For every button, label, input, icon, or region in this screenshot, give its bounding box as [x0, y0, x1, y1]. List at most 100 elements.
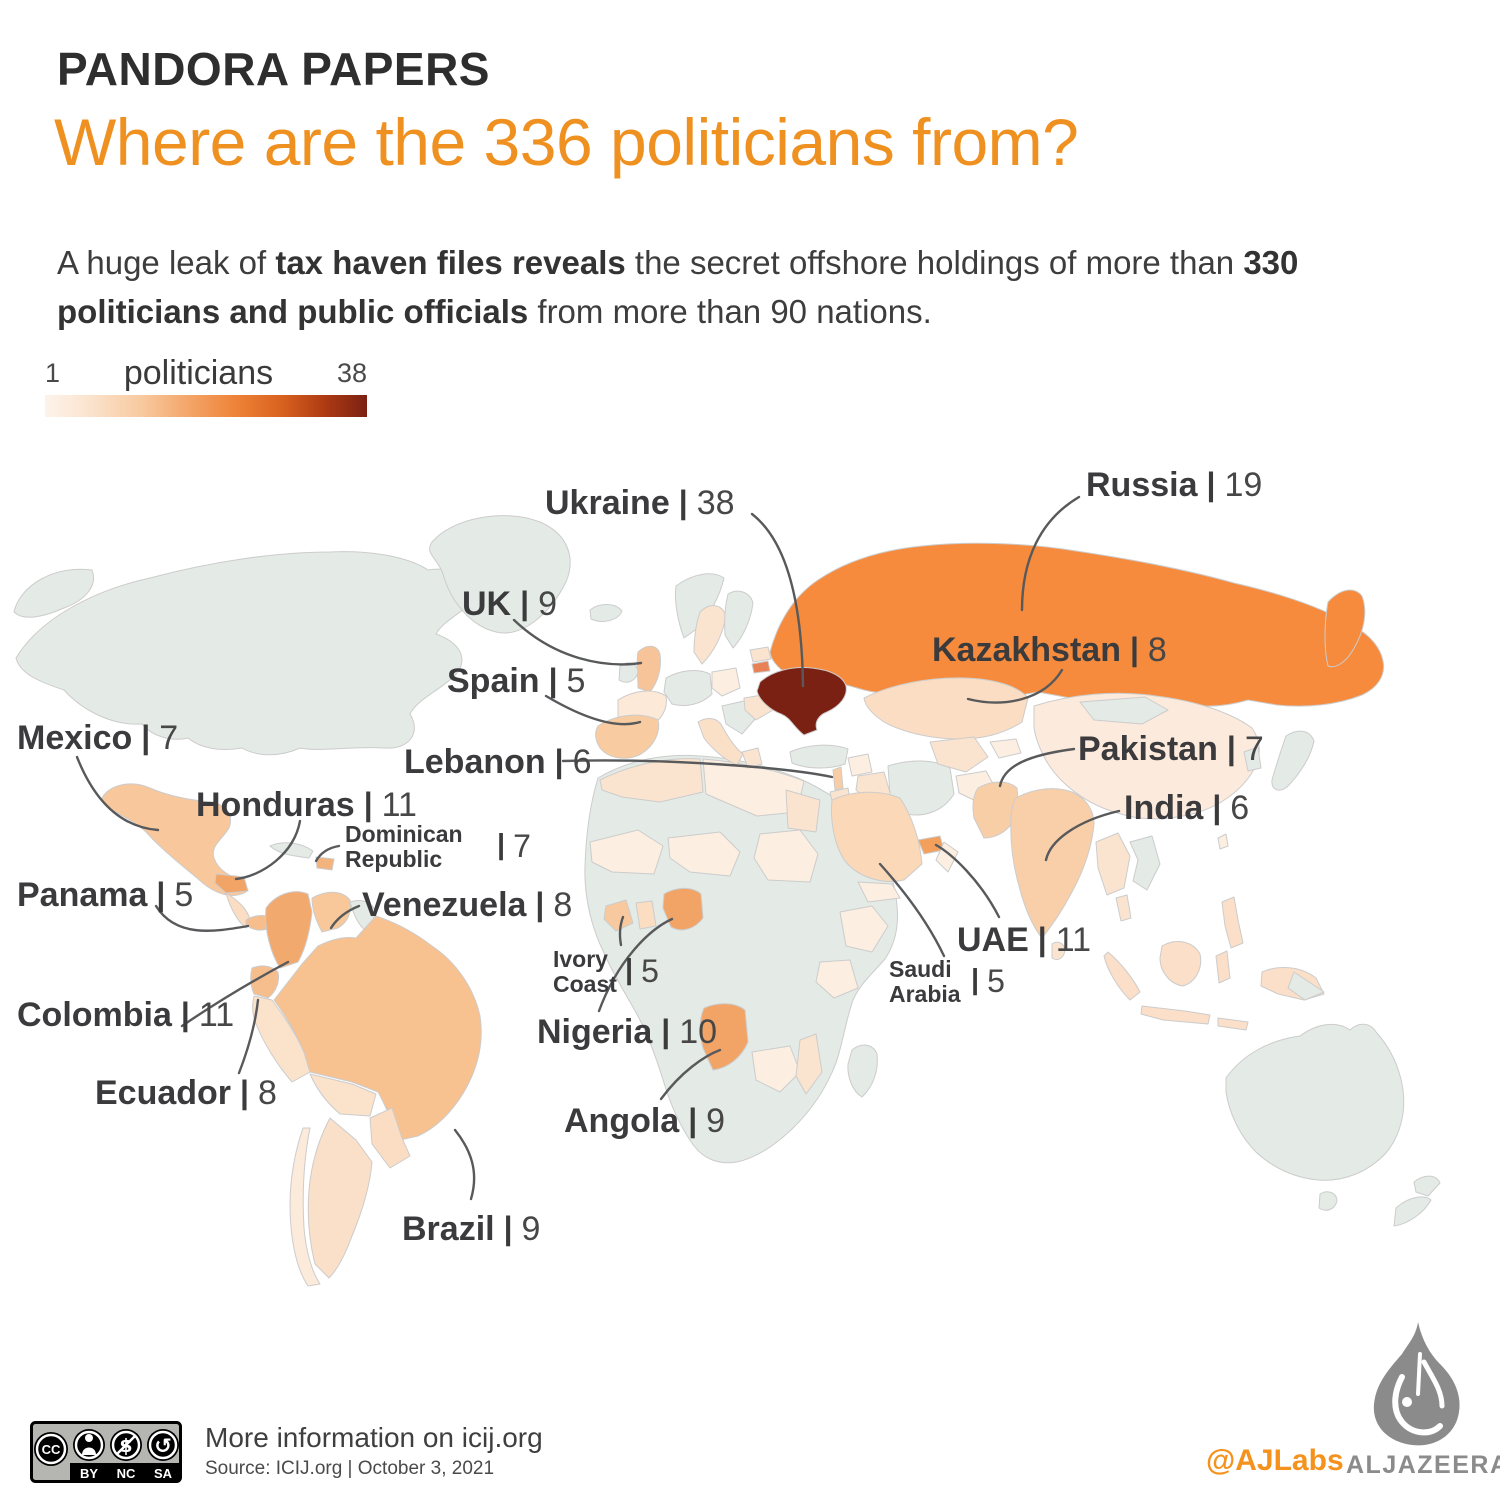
country-name: UK — [462, 585, 512, 623]
country-label-ecuador: Ecuador | 8 — [95, 1074, 277, 1113]
map-region-java — [1140, 1005, 1211, 1025]
country-name: UAE — [957, 921, 1029, 959]
map-country-venezuela — [311, 891, 351, 933]
map-region-kamchatka — [1324, 589, 1366, 668]
map-country-philippines — [1221, 896, 1244, 949]
map-region-paraguay-uruguay — [369, 1107, 411, 1169]
callout-india — [1044, 809, 1121, 862]
country-name: Pakistan — [1078, 730, 1218, 768]
separator: | — [1206, 466, 1216, 502]
country-value: 11 — [381, 786, 417, 824]
separator: | — [363, 786, 373, 822]
color-scale-legend: 1 politicians 38 — [45, 350, 367, 417]
map-country-japan — [1271, 730, 1315, 791]
callout-honduras — [234, 819, 302, 881]
country-label-angola: Angola | 9 — [564, 1102, 725, 1141]
map-region-alaska — [13, 568, 94, 618]
ajlabs-credit: @AJLabs — [1206, 1444, 1344, 1477]
callout-dominican-republic — [314, 844, 341, 863]
country-value: 9 — [706, 1102, 726, 1140]
map-country-dominican-republic — [315, 856, 335, 871]
map-country-australia — [1225, 1023, 1405, 1181]
separator: | — [180, 996, 190, 1032]
callout-kazakhstan — [966, 668, 1064, 704]
country-value: 8 — [553, 886, 573, 924]
country-label-spain: Spain | 5 — [447, 662, 585, 701]
separator: | — [497, 829, 506, 862]
country-name: Nigeria — [537, 1013, 653, 1051]
country-label-ivory-coast: Ivory Coast | 5 — [553, 947, 659, 997]
country-value: 5 — [641, 953, 659, 990]
map-country-south-korea — [1243, 746, 1262, 772]
callout-uk — [512, 618, 643, 666]
country-value: 5 — [987, 963, 1005, 1000]
country-label-brazil: Brazil | 9 — [402, 1210, 540, 1249]
cc-icon: CC — [34, 1432, 68, 1466]
map-region-niger-chad — [667, 831, 741, 877]
map-country-syria — [847, 753, 873, 777]
map-country-iran — [887, 760, 955, 816]
map-country-lebanon — [832, 766, 844, 791]
map-region-baltics — [749, 646, 772, 663]
map-region-zambia-zimbabwe — [751, 1045, 801, 1093]
country-value: 8 — [258, 1074, 277, 1112]
country-value: 11 — [198, 996, 235, 1034]
country-label-pakistan: Pakistan | 7 — [1078, 730, 1264, 769]
map-country-ivory-coast — [603, 899, 634, 932]
country-name: Angola — [564, 1102, 680, 1140]
country-name: Venezuela — [362, 886, 527, 924]
country-label-colombia: Colombia | 11 — [17, 996, 234, 1035]
country-value: 6 — [1230, 789, 1250, 827]
map-country-poland — [711, 667, 741, 697]
aljazeera-flame-logo-icon — [1373, 1322, 1460, 1446]
callout-mexico — [75, 755, 160, 832]
separator: | — [503, 1210, 513, 1246]
country-value: 8 — [1147, 631, 1167, 669]
country-name: Lebanon — [404, 743, 546, 781]
map-country-argentina — [307, 1117, 373, 1279]
country-name: Kazakhstan — [932, 631, 1121, 669]
map-country-kazakhstan — [863, 677, 1029, 740]
map-country-mexico — [101, 783, 247, 896]
country-name: Dominican Republic — [345, 821, 463, 872]
map-region-new-zealand-north — [1413, 1175, 1441, 1197]
separator: | — [971, 964, 980, 997]
country-value: 38 — [696, 484, 735, 522]
map-country-spain — [595, 714, 660, 759]
map-region-malay-peninsula — [1115, 894, 1132, 922]
map-region-borneo — [1159, 941, 1202, 987]
separator: | — [661, 1013, 671, 1049]
callout-ecuador — [237, 998, 260, 1075]
map-region-sulawesi — [1215, 950, 1231, 984]
map-country-uk — [636, 645, 661, 693]
cc-by-person-icon — [73, 1429, 105, 1461]
country-label-dominican-republic: Dominican Republic | 7 — [345, 822, 531, 872]
separator: | — [688, 1102, 698, 1138]
cc-nc-label: NC — [117, 1466, 136, 1481]
country-label-venezuela: Venezuela | 8 — [362, 886, 572, 925]
separator: | — [240, 1074, 249, 1110]
country-name: Russia — [1086, 466, 1198, 504]
footer-info-link[interactable]: More information on icij.org — [205, 1422, 543, 1453]
separator: | — [678, 484, 688, 520]
callout-russia — [1020, 495, 1081, 612]
callout-saudi-arabia — [878, 862, 946, 958]
country-label-kazakhstan: Kazakhstan | 8 — [932, 631, 1167, 670]
separator: | — [554, 743, 564, 779]
country-name: India — [1124, 789, 1204, 827]
callout-angola — [659, 1048, 722, 1101]
country-label-panama: Panama | 5 — [17, 876, 193, 915]
callout-lines — [75, 495, 1121, 1201]
aljazeera-wordmark: ALJAZEERA — [1346, 1451, 1500, 1479]
map-country-bolivia — [309, 1073, 377, 1117]
map-region-papua-east — [1287, 971, 1325, 1001]
country-label-honduras: Honduras | 11 — [196, 786, 417, 825]
country-name: Mexico — [17, 719, 133, 757]
map-region-uzbekistan-turkmenistan — [929, 736, 989, 773]
country-value: 5 — [566, 662, 586, 700]
map-region-myanmar-thailand — [1095, 832, 1131, 896]
map-country-turkey — [789, 744, 849, 769]
country-value: 5 — [174, 876, 194, 914]
map-region-sumatra — [1103, 951, 1141, 1001]
